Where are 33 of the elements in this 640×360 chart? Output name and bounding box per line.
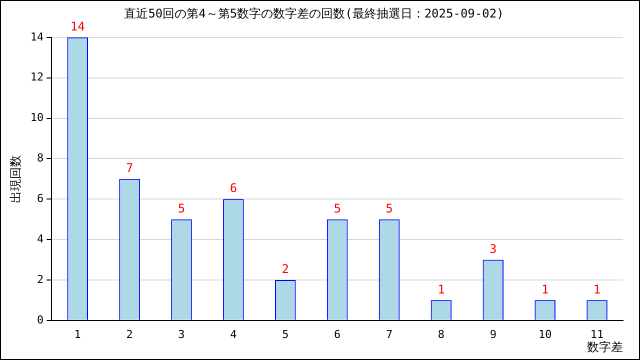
y-tick-label: 0 bbox=[37, 313, 44, 326]
data-label: 1 bbox=[438, 282, 445, 296]
x-axis-title: 数字差 bbox=[587, 340, 623, 354]
data-label: 2 bbox=[282, 262, 289, 276]
x-tick-label: 4 bbox=[230, 328, 238, 341]
x-tick-label: 3 bbox=[178, 328, 185, 341]
y-tick-label: 8 bbox=[37, 152, 44, 165]
x-tick-label: 8 bbox=[438, 328, 445, 341]
y-axis-title: 出現回数 bbox=[8, 154, 22, 203]
data-label: 5 bbox=[386, 201, 393, 216]
data-label: 6 bbox=[230, 181, 238, 196]
y-tick-label: 12 bbox=[30, 70, 44, 84]
y-tick-label: 14 bbox=[30, 30, 44, 44]
x-tick-label: 6 bbox=[334, 328, 341, 341]
chart-title: 直近50回の第4～第5数字の数字差の回数(最終抽選日：2025-09-02) bbox=[124, 6, 504, 20]
data-label: 1 bbox=[593, 282, 601, 296]
data-label: 3 bbox=[490, 242, 497, 256]
x-tick-label: 9 bbox=[490, 328, 496, 341]
data-label: 1 bbox=[541, 282, 549, 296]
data-label: 5 bbox=[178, 201, 186, 216]
x-tick-label: 2 bbox=[126, 328, 133, 341]
x-tick-label: 7 bbox=[386, 328, 393, 341]
data-label: 14 bbox=[70, 20, 85, 34]
y-tick-label: 6 bbox=[37, 192, 44, 205]
data-label: 7 bbox=[126, 161, 134, 176]
x-tick-label: 10 bbox=[538, 328, 552, 341]
x-tick-label: 11 bbox=[590, 328, 604, 341]
y-tick-label: 2 bbox=[37, 272, 44, 286]
x-tick-label: 5 bbox=[282, 328, 289, 341]
y-tick-label: 10 bbox=[30, 111, 44, 124]
y-tick-label: 4 bbox=[37, 232, 44, 246]
x-tick-label: 1 bbox=[74, 328, 81, 341]
data-label: 5 bbox=[334, 201, 341, 216]
